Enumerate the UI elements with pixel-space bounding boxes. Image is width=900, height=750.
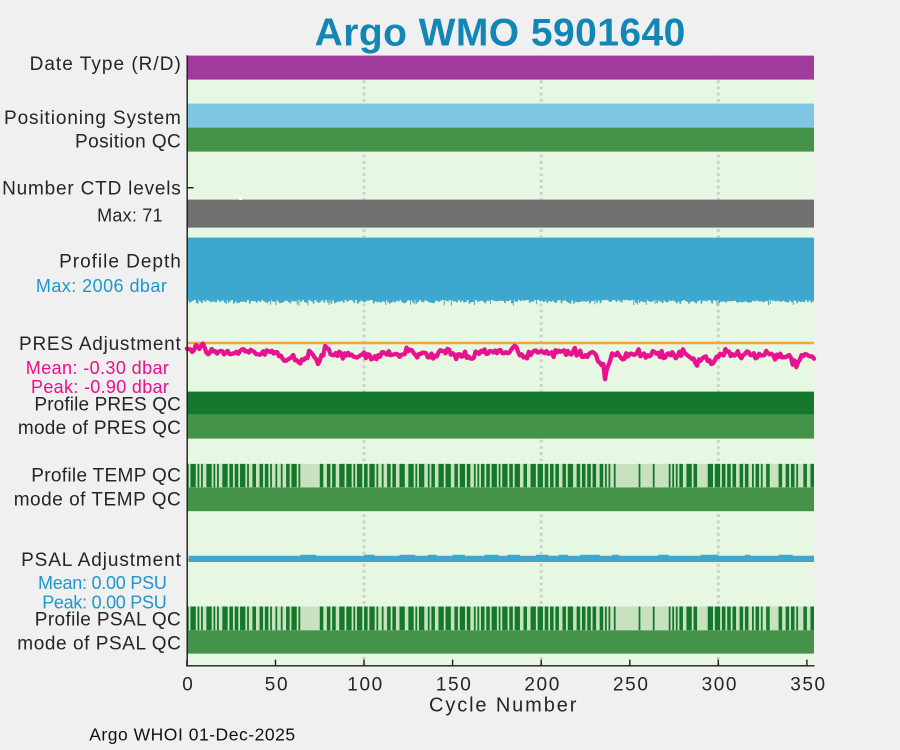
svg-text:Profile PRES QC: Profile PRES QC <box>34 395 181 416</box>
svg-text:Mean: -0.30 dbar: Mean: -0.30 dbar <box>26 358 169 378</box>
svg-text:150: 150 <box>436 675 473 696</box>
svg-text:300: 300 <box>702 675 739 696</box>
svg-text:Profile Depth: Profile Depth <box>59 252 182 273</box>
svg-text:Argo WHOI 01-Dec-2025: Argo WHOI 01-Dec-2025 <box>89 725 295 745</box>
svg-text:Peak: 0.00 PSU: Peak: 0.00 PSU <box>42 593 166 613</box>
svg-text:Cycle Number: Cycle Number <box>429 695 578 717</box>
svg-text:Number CTD levels: Number CTD levels <box>2 178 182 199</box>
svg-text:200: 200 <box>524 675 561 696</box>
svg-text:Date Type (R/D): Date Type (R/D) <box>30 54 182 75</box>
svg-text:Argo WMO 5901640: Argo WMO 5901640 <box>315 11 686 54</box>
svg-text:Profile TEMP QC: Profile TEMP QC <box>31 466 181 487</box>
svg-text:250: 250 <box>613 675 650 696</box>
svg-text:Peak: -0.90 dbar: Peak: -0.90 dbar <box>31 377 169 397</box>
svg-text:mode of PRES QC: mode of PRES QC <box>18 418 181 439</box>
svg-text:PRES Adjustment: PRES Adjustment <box>19 334 182 355</box>
svg-text:50: 50 <box>265 675 289 696</box>
svg-text:Profile PSAL QC: Profile PSAL QC <box>35 610 181 631</box>
svg-text:Max: 2006 dbar: Max: 2006 dbar <box>36 276 167 296</box>
svg-text:0: 0 <box>182 675 194 696</box>
svg-text:mode of TEMP QC: mode of TEMP QC <box>14 490 182 511</box>
svg-text:Positioning System: Positioning System <box>4 108 182 129</box>
svg-text:Position QC: Position QC <box>75 132 181 153</box>
svg-text:Mean: 0.00 PSU: Mean: 0.00 PSU <box>38 573 167 593</box>
svg-text:Max: 71: Max: 71 <box>97 206 163 226</box>
svg-text:PSAL Adjustment: PSAL Adjustment <box>21 550 182 571</box>
svg-text:350: 350 <box>790 675 827 696</box>
svg-text:100: 100 <box>347 675 384 696</box>
svg-text:mode of PSAL QC: mode of PSAL QC <box>17 633 181 654</box>
